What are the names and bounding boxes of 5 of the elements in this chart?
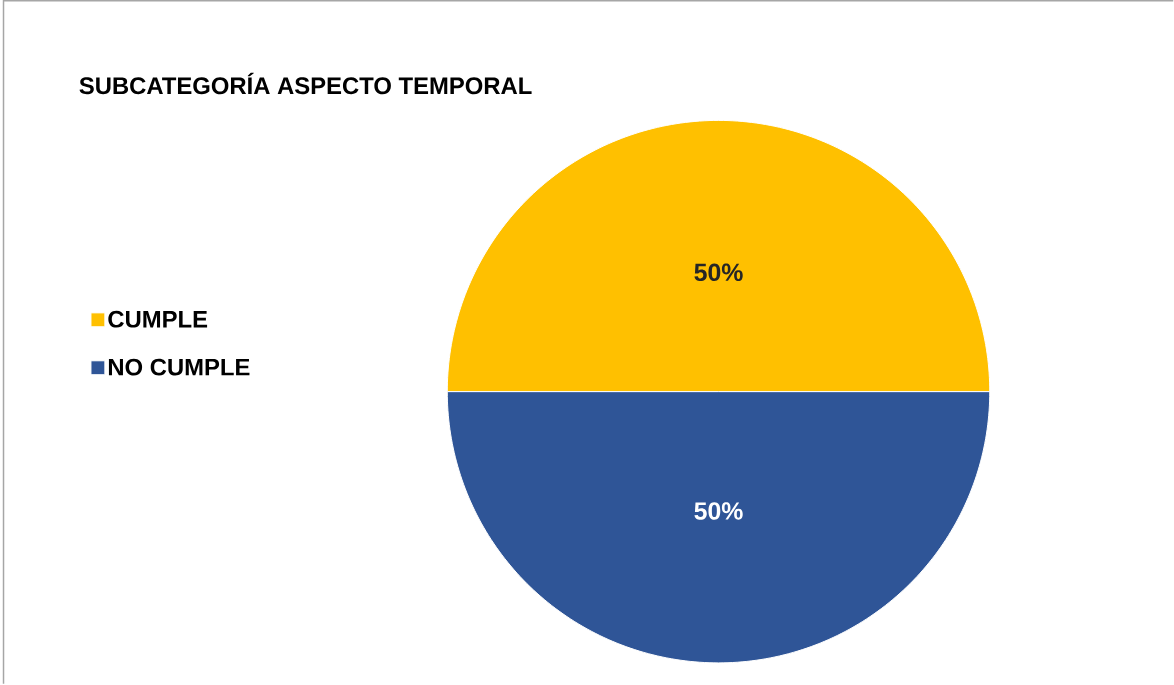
legend-label: CUMPLE <box>108 310 208 328</box>
legend-label: NO CUMPLE <box>108 358 250 376</box>
data-label: 50% <box>694 263 743 282</box>
chart-title: SUBCATEGORÍA ASPECTO TEMPORAL <box>79 73 532 95</box>
data-label: 50% <box>694 502 743 520</box>
